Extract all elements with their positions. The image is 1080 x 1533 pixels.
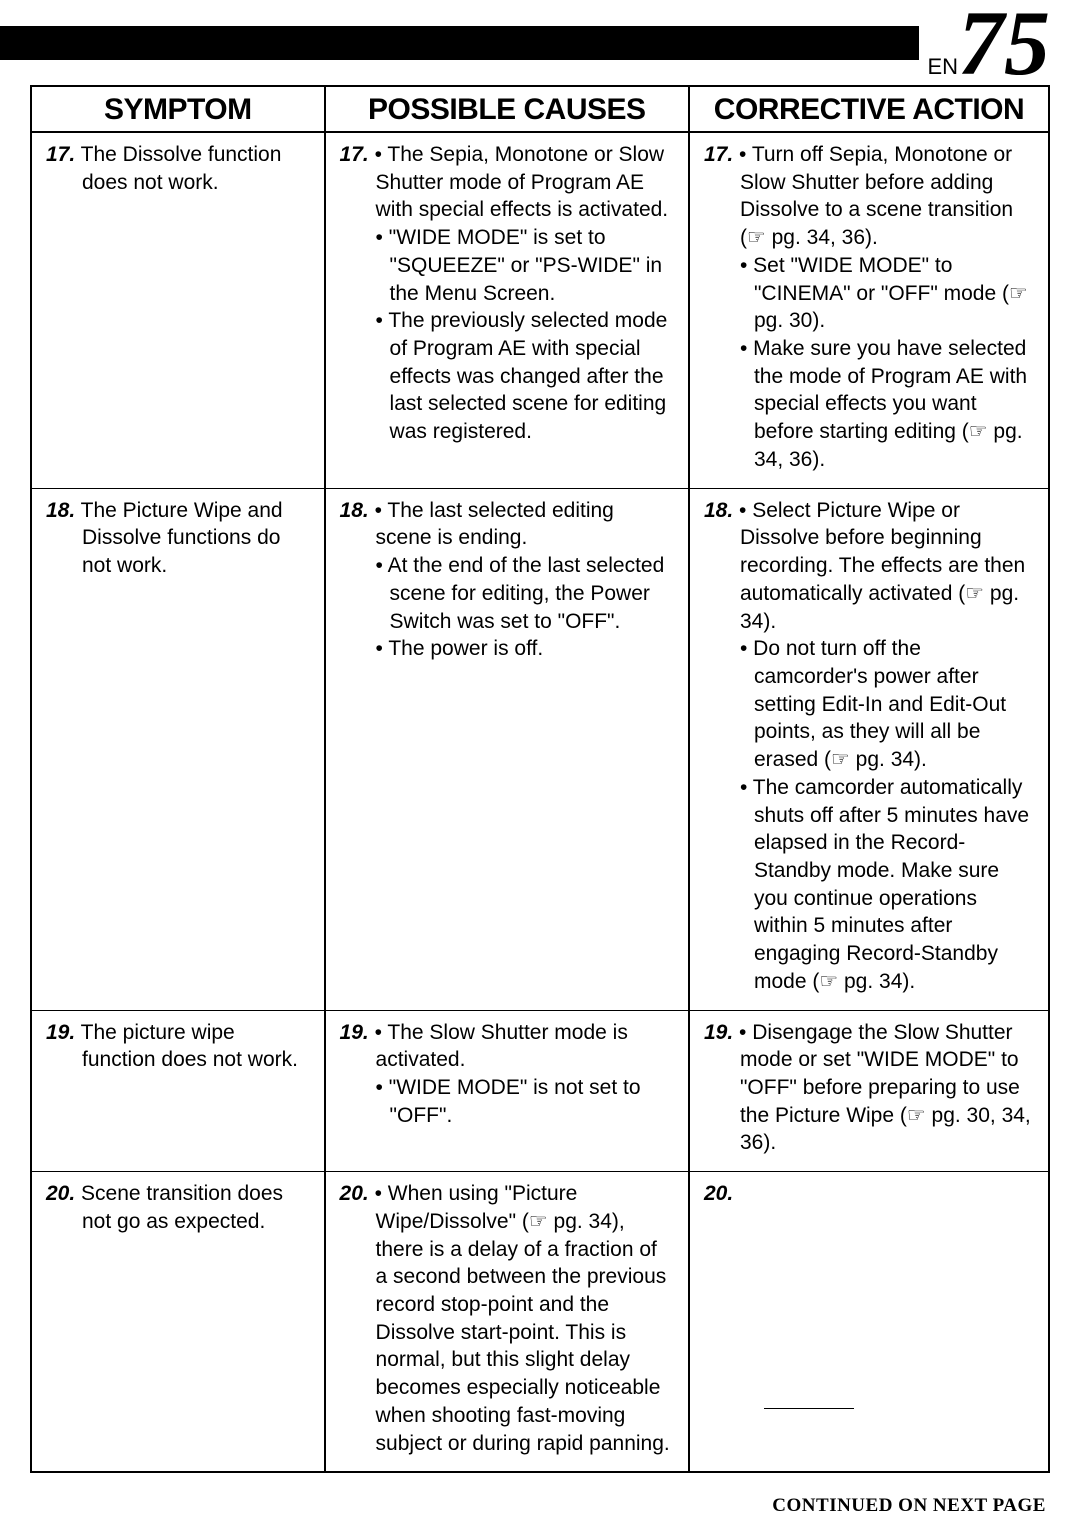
- table-row: 19. The picture wipe function does not w…: [32, 1011, 1048, 1173]
- table-row: 20. Scene transition does not go as expe…: [32, 1172, 1048, 1471]
- header-black-bar: [0, 26, 919, 60]
- causes-cell: 18. • The last selected editing scene is…: [324, 489, 688, 1011]
- col-header-symptom: SYMPTOM: [32, 87, 324, 133]
- empty-action-dash: [764, 1408, 854, 1409]
- action-cell: 20.: [688, 1172, 1048, 1471]
- col-header-action: CORRECTIVE ACTION: [688, 87, 1048, 133]
- troubleshooting-table: SYMPTOM POSSIBLE CAUSES CORRECTIVE ACTIO…: [30, 85, 1050, 1473]
- causes-cell: 17. • The Sepia, Monotone or Slow Shutte…: [324, 133, 688, 489]
- symptom-cell: 20. Scene transition does not go as expe…: [32, 1172, 324, 1471]
- page-header: EN 75: [0, 0, 1080, 85]
- causes-cell: 20. • When using "Picture Wipe/Dissolve"…: [324, 1172, 688, 1471]
- col-header-causes: POSSIBLE CAUSES: [324, 87, 688, 133]
- action-cell: 19. • Disengage the Slow Shutter mode or…: [688, 1011, 1048, 1173]
- table-row: 18. The Picture Wipe and Dissolve functi…: [32, 489, 1048, 1011]
- causes-cell: 19. • The Slow Shutter mode is activated…: [324, 1011, 688, 1173]
- action-cell: 17. • Turn off Sepia, Monotone or Slow S…: [688, 133, 1048, 489]
- action-cell: 18. • Select Picture Wipe or Dissolve be…: [688, 489, 1048, 1011]
- symptom-cell: 18. The Picture Wipe and Dissolve functi…: [32, 489, 324, 1011]
- footer-continued: CONTINUED ON NEXT PAGE: [0, 1495, 1046, 1517]
- symptom-cell: 17. The Dissolve function does not work.: [32, 133, 324, 489]
- page-number-block: EN 75: [927, 0, 1050, 89]
- page-number: 75: [958, 0, 1050, 89]
- table-row: 17. The Dissolve function does not work.…: [32, 133, 1048, 489]
- symptom-cell: 19. The picture wipe function does not w…: [32, 1011, 324, 1173]
- lang-label: EN: [927, 54, 958, 80]
